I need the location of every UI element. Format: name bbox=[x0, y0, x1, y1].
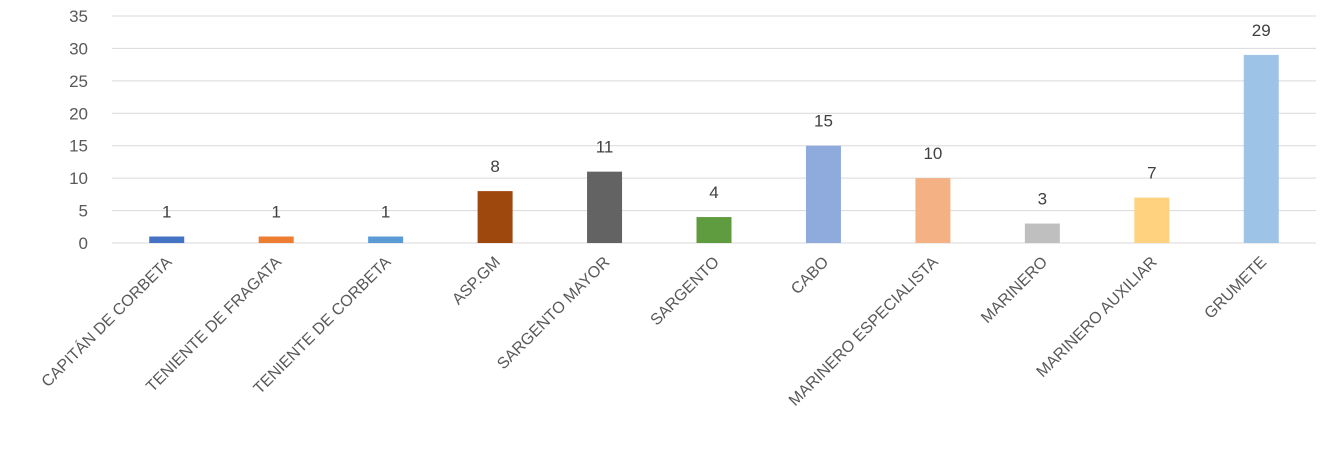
bars bbox=[149, 54, 1279, 243]
x-category-label: CABO bbox=[788, 254, 832, 298]
y-tick-label: 15 bbox=[69, 137, 88, 156]
data-label: 1 bbox=[271, 203, 280, 222]
bar bbox=[696, 217, 732, 243]
x-category-label: CAPITÁN DE CORBETA bbox=[37, 252, 176, 391]
data-label: 10 bbox=[923, 144, 942, 163]
y-tick-label: 20 bbox=[69, 104, 88, 123]
data-label: 11 bbox=[596, 138, 614, 157]
bar bbox=[477, 191, 513, 243]
x-category-label: SARGENTO bbox=[648, 254, 723, 329]
data-label: 1 bbox=[162, 203, 171, 222]
gridlines bbox=[112, 15, 1316, 244]
x-category-label: SARGENTO MAYOR bbox=[494, 254, 613, 373]
bar bbox=[587, 171, 623, 243]
y-tick-label: 25 bbox=[69, 72, 88, 91]
bar bbox=[1243, 54, 1279, 243]
bar bbox=[915, 178, 951, 243]
bar bbox=[805, 145, 841, 243]
y-axis-ticks: 0 5 10 15 20 25 30 35 bbox=[69, 7, 88, 253]
y-tick-label: 10 bbox=[69, 169, 88, 188]
bar bbox=[368, 236, 404, 243]
y-tick-label: 0 bbox=[79, 234, 88, 253]
x-category-label: ASP.GM bbox=[449, 254, 504, 309]
y-tick-label: 5 bbox=[79, 202, 88, 221]
bar bbox=[1134, 197, 1170, 243]
bar bbox=[149, 236, 185, 243]
x-category-label: GRUMETE bbox=[1202, 254, 1271, 323]
y-tick-label: 30 bbox=[69, 39, 88, 58]
data-label: 29 bbox=[1252, 21, 1271, 40]
data-label: 3 bbox=[1038, 190, 1047, 209]
bar bbox=[258, 236, 294, 243]
data-label: 4 bbox=[709, 183, 718, 202]
x-category-label: MARINERO bbox=[978, 254, 1051, 327]
data-label: 8 bbox=[490, 157, 499, 176]
data-label: 15 bbox=[814, 112, 833, 131]
data-label: 1 bbox=[381, 203, 390, 222]
bar bbox=[1024, 223, 1060, 243]
y-tick-label: 35 bbox=[69, 7, 88, 26]
data-label: 7 bbox=[1147, 164, 1156, 183]
x-category-label: MARINERO AUXILIAR bbox=[1034, 254, 1161, 381]
